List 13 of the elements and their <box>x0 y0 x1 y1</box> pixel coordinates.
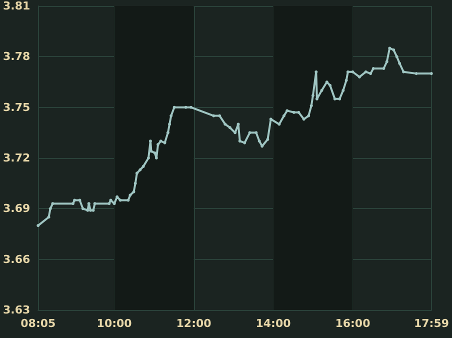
y-tick-label: 3.66 <box>3 252 30 266</box>
y-tick-label: 3.78 <box>3 50 30 64</box>
y-tick-label: 3.69 <box>3 202 30 216</box>
x-tick-label: 17:59 <box>414 317 449 330</box>
y-tick-label: 3.81 <box>3 0 30 12</box>
y-tick-label: 3.63 <box>3 304 30 316</box>
x-tick-label: 12:00 <box>176 317 212 330</box>
y-tick-label: 3.75 <box>3 100 30 114</box>
x-tick-label: 08:05 <box>20 317 56 330</box>
y-tick-label: 3.72 <box>3 152 30 164</box>
x-tick-label: 10:00 <box>96 317 132 330</box>
x-tick-label: 16:00 <box>335 317 371 330</box>
x-tick-label: 14:00 <box>256 317 292 330</box>
